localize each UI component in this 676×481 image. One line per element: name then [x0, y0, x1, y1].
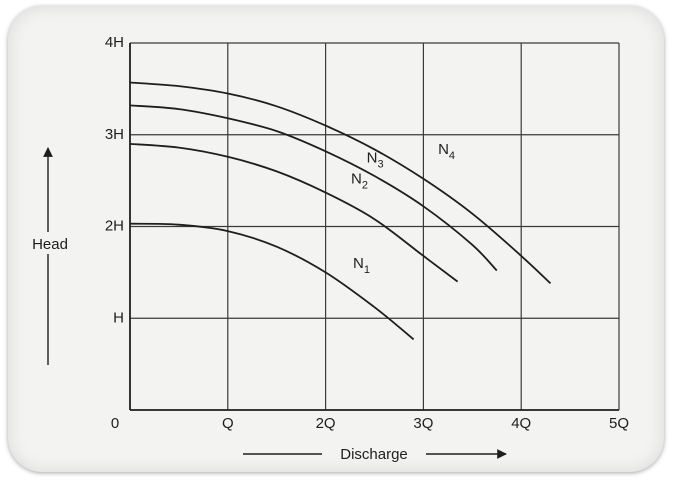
series-label-n2: N2 — [351, 170, 368, 191]
x-tick-label: 3Q — [413, 415, 433, 432]
y-tick-label: 2H — [105, 218, 124, 235]
series-label-n1: N1 — [353, 255, 370, 276]
series-line-n1 — [129, 222, 415, 341]
series-line-n2 — [129, 143, 459, 283]
series-line-n3 — [129, 104, 498, 272]
x-tick-label: 0 — [111, 415, 119, 432]
x-axis-title: Discharge — [340, 446, 408, 463]
y-axis-title: Head — [32, 236, 68, 253]
x-tick-label: 5Q — [609, 415, 629, 432]
x-tick-label: Q — [222, 415, 234, 432]
y-tick-label: 4H — [105, 34, 124, 51]
y-tick-label: H — [113, 309, 124, 326]
chart-frame — [8, 6, 664, 472]
series-label-n4: N4 — [438, 141, 455, 162]
series-line-n4 — [129, 81, 552, 285]
x-tick-label: 2Q — [316, 415, 336, 432]
x-tick-label: 4Q — [511, 415, 531, 432]
y-tick-label: 3H — [105, 126, 124, 143]
grid-layer — [129, 42, 620, 411]
series-layer — [129, 81, 552, 341]
y-axis-title-bg — [28, 232, 72, 254]
